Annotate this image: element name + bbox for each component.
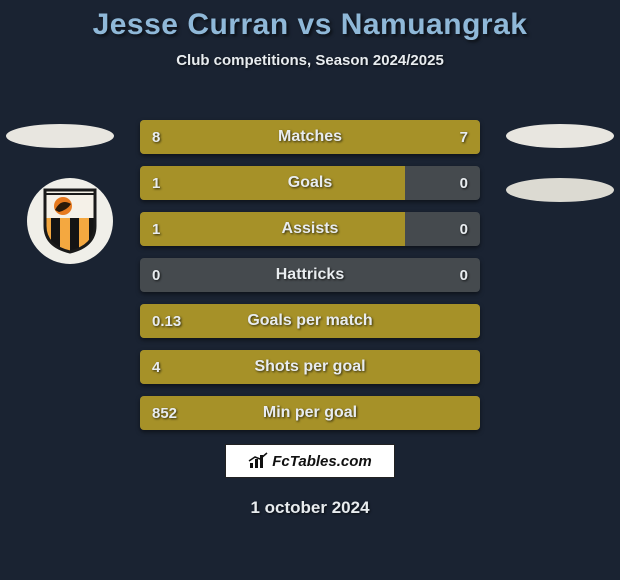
club-logo-left [27, 178, 113, 264]
bar-label: Min per goal [140, 396, 480, 430]
bar-label: Matches [140, 120, 480, 154]
chart-icon [248, 452, 268, 470]
comparison-bars: 87Matches 10Goals 10Assists 00Hattricks 0.13… [140, 120, 480, 442]
stat-bar: 10Assists [140, 212, 480, 246]
bar-label: Shots per goal [140, 350, 480, 384]
stat-bar: 852Min per goal [140, 396, 480, 430]
page-title: Jesse Curran vs Namuangrak [0, 8, 620, 42]
bar-label: Goals [140, 166, 480, 200]
stat-bar: 00Hattricks [140, 258, 480, 292]
shield-icon [41, 188, 99, 254]
player-photo-left [6, 124, 114, 148]
stat-bar: 0.13Goals per match [140, 304, 480, 338]
stat-bar: 4Shots per goal [140, 350, 480, 384]
player-photo-right [506, 124, 614, 148]
club-logo-right [506, 178, 614, 202]
bar-label: Assists [140, 212, 480, 246]
stat-bar: 10Goals [140, 166, 480, 200]
watermark-text: FcTables.com [272, 453, 371, 470]
watermark: FcTables.com [225, 444, 395, 478]
comparison-infographic: Jesse Curran vs Namuangrak Club competit… [0, 0, 620, 580]
date-label: 1 october 2024 [0, 498, 620, 518]
bar-label: Goals per match [140, 304, 480, 338]
bar-label: Hattricks [140, 258, 480, 292]
page-subtitle: Club competitions, Season 2024/2025 [0, 52, 620, 69]
stat-bar: 87Matches [140, 120, 480, 154]
